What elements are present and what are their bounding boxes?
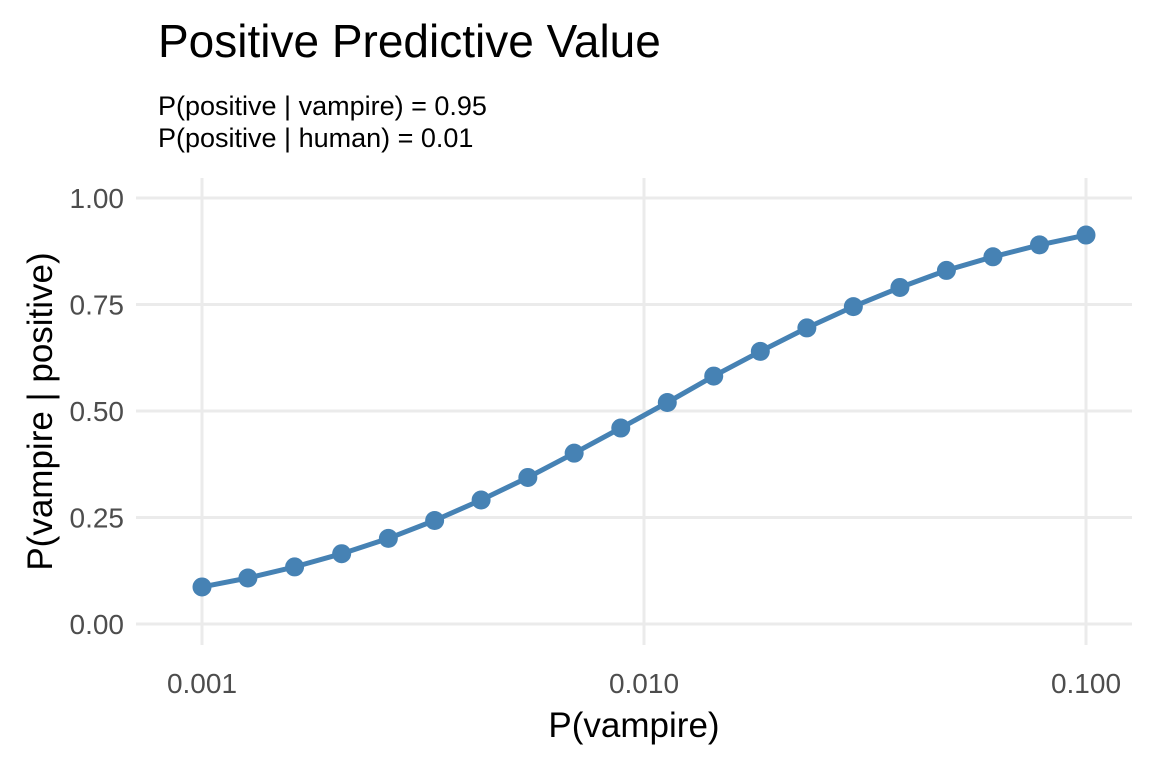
x-tick-label: 0.010 bbox=[609, 668, 679, 699]
data-point bbox=[518, 467, 538, 487]
data-point bbox=[238, 568, 258, 588]
data-point bbox=[192, 577, 212, 597]
data-point bbox=[1076, 225, 1096, 245]
chart-title: Positive Predictive Value bbox=[158, 15, 661, 67]
data-point bbox=[332, 544, 352, 564]
data-point bbox=[425, 510, 445, 530]
data-point bbox=[285, 557, 305, 577]
data-point bbox=[611, 418, 631, 438]
y-tick-label: 0.50 bbox=[70, 396, 125, 427]
data-point bbox=[936, 260, 956, 280]
y-tick-label: 1.00 bbox=[70, 183, 125, 214]
y-axis-title: P(vampire | positive) bbox=[21, 252, 60, 570]
data-point bbox=[750, 341, 770, 361]
chart-subtitle-line-2: P(positive | human) = 0.01 bbox=[158, 123, 474, 153]
x-tick-label: 0.100 bbox=[1051, 668, 1121, 699]
y-tick-label: 0.75 bbox=[70, 290, 125, 321]
data-point bbox=[843, 297, 863, 317]
y-tick-label: 0.25 bbox=[70, 503, 125, 534]
data-point bbox=[378, 528, 398, 548]
y-tick-label: 0.00 bbox=[70, 609, 125, 640]
data-point bbox=[797, 318, 817, 338]
chart-subtitle-line-1: P(positive | vampire) = 0.95 bbox=[158, 91, 487, 121]
data-point bbox=[1029, 235, 1049, 255]
data-point bbox=[657, 392, 677, 412]
data-point bbox=[983, 247, 1003, 267]
x-axis-title: P(vampire) bbox=[548, 706, 719, 745]
x-tick-label: 0.001 bbox=[167, 668, 237, 699]
data-point bbox=[704, 366, 724, 386]
data-point bbox=[890, 277, 910, 297]
data-point bbox=[471, 490, 491, 510]
data-point bbox=[564, 443, 584, 463]
